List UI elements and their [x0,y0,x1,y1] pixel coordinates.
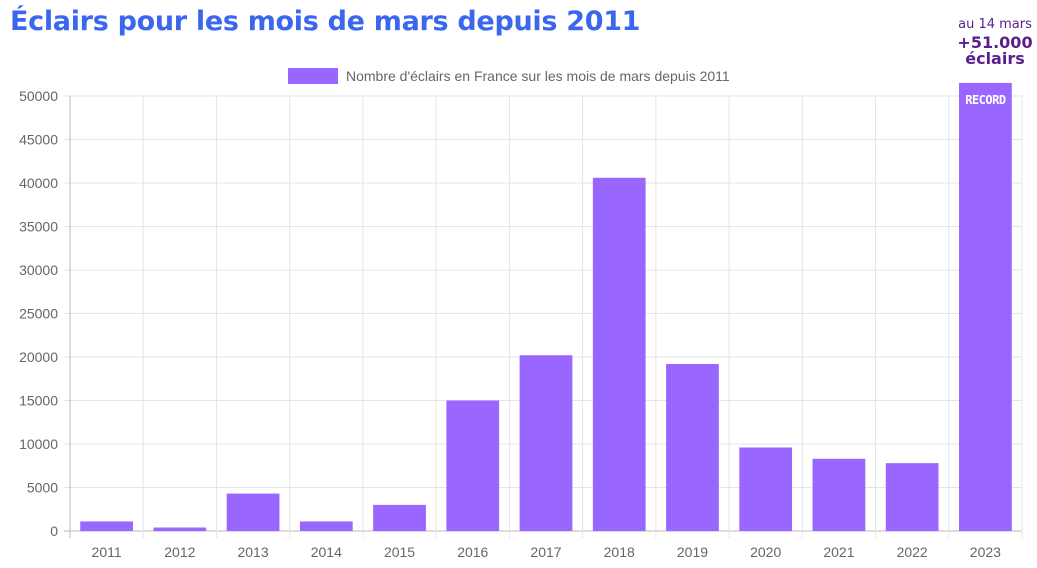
bar-2022 [885,463,939,531]
bar-2019 [666,363,719,531]
bar-2014 [299,521,353,531]
x-tick-label: 2021 [823,544,854,560]
y-tick-label: 10000 [19,436,58,452]
bar-2013 [226,493,280,531]
record-annotation: au 14 mars +51.000 éclairs [945,18,1037,68]
y-axis-labels: 0 5000 10000 15000 20000 25000 30000 35000 40000… [19,88,58,539]
x-tick-label: 2014 [311,544,342,560]
bars [80,82,1012,531]
annotation-unit: éclairs [965,49,1025,69]
y-tick-label: 0 [50,523,58,539]
y-tick-label: 20000 [19,349,58,365]
x-tick-label: 2013 [237,544,268,560]
y-tick-label: 25000 [19,306,58,322]
x-tick-label: 2023 [970,544,1001,560]
x-tick-label: 2011 [92,544,122,560]
y-tick-label: 50000 [19,88,58,104]
y-tick-label: 15000 [19,393,58,409]
legend-label: Nombre d'éclairs en France sur les mois … [346,68,730,84]
x-tick-label: 2016 [457,544,488,560]
y-tick-label: 40000 [19,175,58,191]
bar-2023 [959,82,1012,531]
y-tick-label: 30000 [19,262,58,278]
bar-2021 [812,458,866,531]
x-tick-label: 2020 [750,544,781,560]
bar-2011 [80,521,133,531]
legend-swatch [288,68,338,84]
x-tick-label: 2017 [530,544,561,560]
y-tick-label: 45000 [19,132,58,148]
x-axis-labels: 2011 2012 2013 2014 2015 2016 2017 2018 2019 2020… [92,544,1002,560]
x-tick-label: 2019 [677,544,708,560]
bar-2020 [739,447,793,531]
x-tick-label: 2022 [897,544,928,560]
annotation-count: +51.000 [957,32,1033,52]
record-label: RECORD [965,93,1006,107]
bar-2015 [373,504,426,531]
x-tick-label: 2018 [604,544,635,560]
annotation-date: au 14 mars [958,17,1032,32]
y-tick-label: 35000 [19,219,58,235]
bar-2012 [153,527,207,531]
x-tick-label: 2015 [384,544,415,560]
x-tick-label: 2012 [164,544,195,560]
y-tick-label: 5000 [27,480,58,496]
bar-2018 [592,177,646,531]
bar-2017 [519,355,573,531]
chart-title: Éclairs pour les mois de mars depuis 201… [10,6,641,37]
legend[interactable]: Nombre d'éclairs en France sur les mois … [288,68,730,84]
bar-2016 [446,400,500,531]
